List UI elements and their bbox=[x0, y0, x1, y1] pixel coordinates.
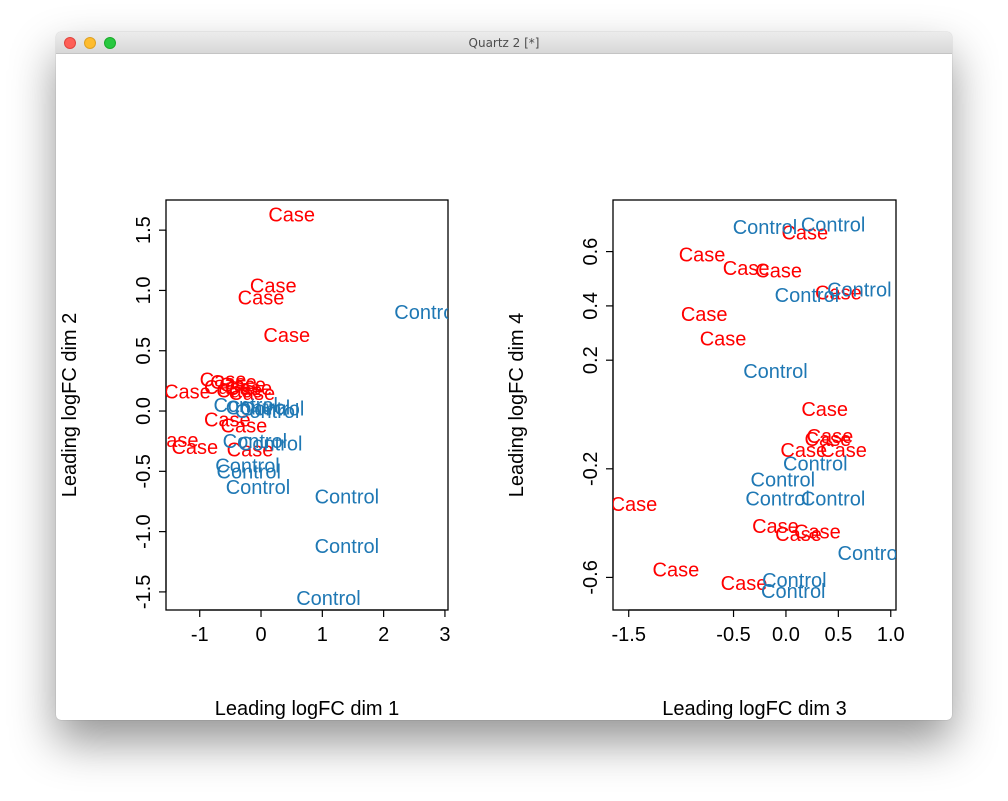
point-label-control: Control bbox=[223, 431, 287, 453]
point-label-control: Control bbox=[315, 487, 379, 509]
point-label-control: Control bbox=[783, 453, 847, 475]
close-button[interactable] bbox=[64, 37, 76, 49]
point-label-case: Case bbox=[752, 516, 799, 538]
point-label-case: Case bbox=[204, 409, 251, 431]
x-tick-label: 0.0 bbox=[772, 624, 800, 646]
point-label-case: Case bbox=[775, 524, 822, 546]
point-label-case: Case bbox=[815, 282, 862, 304]
point-label-case: Case bbox=[611, 494, 658, 516]
point-label-control: Control bbox=[751, 470, 815, 492]
x-tick-label: 0.5 bbox=[824, 624, 852, 646]
y-tick-label: 1.0 bbox=[133, 277, 155, 305]
point-label-control: Control bbox=[775, 285, 839, 307]
point-label-case: Case bbox=[200, 370, 247, 392]
minimize-button[interactable] bbox=[84, 37, 96, 49]
point-label-control: Control bbox=[215, 455, 279, 477]
point-label-control: Control bbox=[733, 217, 797, 239]
point-label-case: Case bbox=[653, 559, 700, 581]
point-label-case: Case bbox=[164, 382, 211, 404]
title-bar[interactable]: Quartz 2 [*] bbox=[56, 32, 952, 54]
point-label-control: Control bbox=[745, 489, 809, 511]
point-label-case: Case bbox=[781, 223, 828, 245]
point-label-case: Case bbox=[794, 521, 841, 543]
point-label-case: Case bbox=[807, 426, 854, 448]
quartz-window: Quartz 2 [*] -1 0 1 2 3 -1.5 -1.0 -0.5 0.0 0.5 1.0… bbox=[56, 32, 952, 720]
point-label-control: Control bbox=[761, 581, 825, 603]
y-tick-label: -0.5 bbox=[133, 454, 155, 488]
point-label-case: Case bbox=[679, 244, 726, 266]
y-tick-label: 1.5 bbox=[133, 216, 155, 244]
point-label-control: Control bbox=[226, 397, 290, 419]
plot-frame bbox=[165, 199, 449, 611]
point-label-case: Case bbox=[780, 440, 827, 462]
x-tick-label: 0 bbox=[255, 624, 266, 646]
point-label-control: Control bbox=[240, 399, 304, 421]
point-label-case: Case bbox=[216, 381, 263, 403]
y-tick-label: -0.6 bbox=[580, 560, 602, 594]
point-label-control: Control bbox=[315, 536, 379, 558]
point-label-control: Control bbox=[762, 570, 826, 592]
window-title: Quartz 2 [*] bbox=[468, 36, 540, 50]
x-tick-label: -0.5 bbox=[716, 624, 750, 646]
point-label-case: Case bbox=[681, 304, 728, 326]
point-label-case: Case bbox=[700, 328, 747, 350]
point-label-control: Control bbox=[394, 302, 458, 324]
point-label-control: Control bbox=[296, 588, 360, 610]
point-label-case: Case bbox=[204, 377, 251, 399]
y-axis-title: Leading logFC dim 2 bbox=[59, 313, 81, 498]
x-axis-title: Leading logFC dim 3 bbox=[662, 698, 847, 720]
point-label-case: Case bbox=[755, 261, 802, 283]
y-tick-label: -0.2 bbox=[580, 452, 602, 486]
mds-plot-dim1-dim2: -1 0 1 2 3 -1.5 -1.0 -0.5 0.0 0.5 1.0 1.5 Leading lo… bbox=[59, 199, 458, 720]
point-label-case: Case bbox=[221, 416, 268, 438]
point-label-case: Case bbox=[721, 573, 768, 595]
x-axis-title: Leading logFC dim 1 bbox=[215, 698, 400, 720]
point-label-case: Case bbox=[263, 325, 310, 347]
y-tick-label: -1.5 bbox=[133, 575, 155, 609]
y-tick-label: 0.0 bbox=[133, 397, 155, 425]
point-label-case: Case bbox=[225, 378, 272, 400]
y-axis-title: Leading logFC dim 4 bbox=[506, 313, 528, 498]
x-tick-label: 3 bbox=[439, 624, 450, 646]
point-label-case: Case bbox=[801, 399, 848, 421]
point-label-control: Control bbox=[238, 434, 302, 456]
point-label-case: Case bbox=[268, 204, 315, 226]
point-label-control: Control bbox=[213, 395, 277, 417]
point-label-case: Case bbox=[210, 372, 257, 394]
point-label-case: Case bbox=[227, 440, 274, 462]
y-tick-label: 0.6 bbox=[580, 238, 602, 266]
x-tick-label: -1 bbox=[191, 624, 209, 646]
y-tick-label: 0.2 bbox=[580, 346, 602, 374]
points-layer: CaseCaseCaseCaseCaseCaseCaseCaseCaseCase… bbox=[611, 214, 902, 603]
point-label-control: Control bbox=[801, 489, 865, 511]
point-label-case: Case bbox=[228, 383, 275, 405]
point-label-case: Case bbox=[171, 437, 218, 459]
x-tick-label: 1 bbox=[317, 624, 328, 646]
point-label-control: Control bbox=[838, 543, 902, 565]
point-label-control: Control bbox=[743, 361, 807, 383]
point-label-case: Case bbox=[250, 276, 297, 298]
x-tick-label: 1.0 bbox=[877, 624, 905, 646]
points-layer: CaseCaseCaseCaseCaseCaseCaseCaseCaseCase… bbox=[152, 204, 458, 610]
y-tick-label: 0.5 bbox=[133, 337, 155, 365]
point-label-control: Control bbox=[801, 214, 865, 236]
y-tick-label: 0.4 bbox=[580, 292, 602, 320]
point-label-case: Case bbox=[820, 440, 867, 462]
point-label-control: Control bbox=[235, 401, 299, 423]
point-label-control: Control bbox=[226, 477, 290, 499]
zoom-button[interactable] bbox=[104, 37, 116, 49]
point-label-control: Control bbox=[217, 461, 281, 483]
point-label-case: Case bbox=[723, 258, 770, 280]
x-tick-label: -1.5 bbox=[611, 624, 645, 646]
mds-plot-dim3-dim4: -1.5 -0.5 0.0 0.5 1.0 -0.6 -0.2 0.2 0.4 0.6 Leadin… bbox=[506, 199, 905, 720]
point-label-case: Case bbox=[152, 430, 199, 452]
point-label-case: Case bbox=[805, 429, 852, 451]
x-tick-label: 2 bbox=[378, 624, 389, 646]
point-label-case: Case bbox=[219, 375, 266, 397]
y-tick-label: -1.0 bbox=[133, 514, 155, 548]
plot-canvas: -1 0 1 2 3 -1.5 -1.0 -0.5 0.0 0.5 1.0 1.5 Leading lo… bbox=[59, 199, 905, 720]
point-label-case: Case bbox=[238, 288, 285, 310]
point-label-control: Control bbox=[827, 280, 891, 302]
